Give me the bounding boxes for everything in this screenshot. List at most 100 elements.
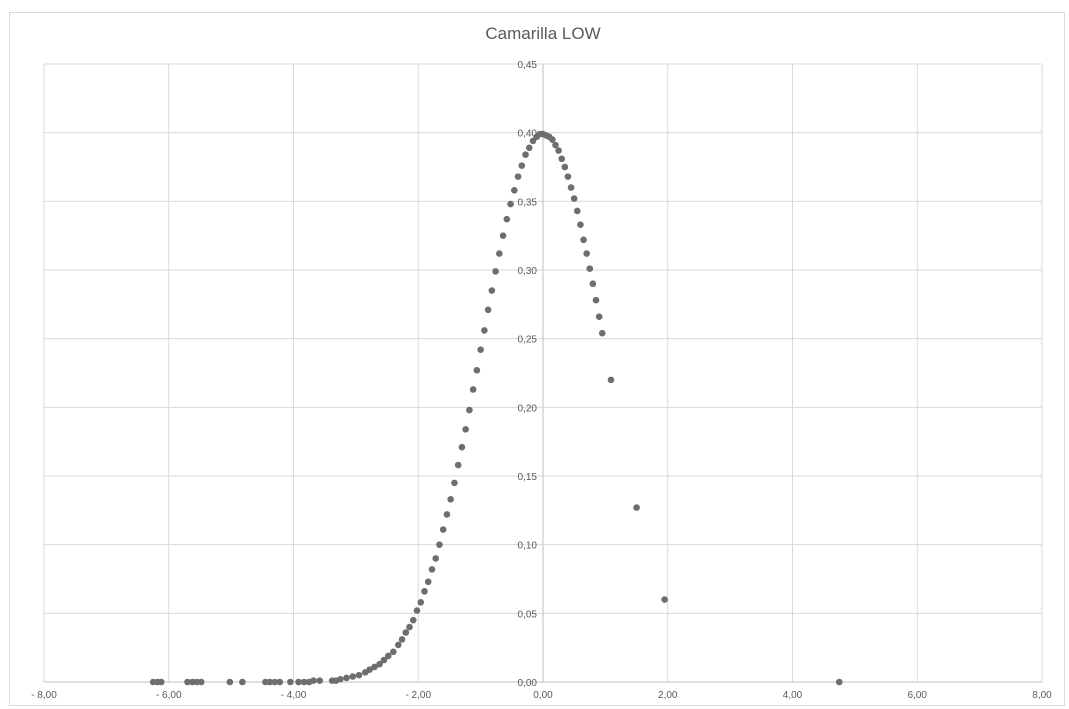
data-point (466, 406, 473, 414)
data-point (454, 461, 462, 469)
data-point (484, 306, 492, 314)
data-point (380, 656, 388, 664)
data-point (271, 678, 279, 686)
x-tick-label: - 6,00 (156, 690, 182, 701)
data-point (555, 147, 562, 154)
y-tick-label: 0,20 (518, 403, 538, 414)
data-point (197, 678, 205, 686)
x-tick-label: 6,00 (908, 690, 928, 701)
data-point (549, 136, 556, 143)
data-point (583, 250, 590, 257)
y-tick-label: 0,05 (518, 609, 538, 620)
data-point (184, 678, 191, 686)
data-point (458, 443, 466, 451)
data-point (417, 599, 425, 606)
data-point (385, 652, 392, 660)
chart-title: Camarilla LOW (485, 24, 600, 43)
y-tick-label: 0,45 (518, 60, 538, 71)
data-point (300, 678, 308, 686)
x-tick-label: 4,00 (783, 690, 803, 701)
data-point (514, 173, 522, 180)
data-point (276, 678, 284, 686)
data-point (592, 296, 600, 304)
y-tick-label: 0,40 (518, 129, 538, 140)
data-point (558, 155, 566, 163)
data-point (492, 268, 499, 275)
data-points (149, 130, 843, 686)
data-point (496, 250, 503, 257)
y-tick-label: 0,35 (518, 197, 538, 208)
data-point (295, 678, 302, 686)
data-point (355, 671, 363, 679)
data-point (561, 163, 569, 171)
data-point (598, 329, 606, 337)
data-point (343, 674, 350, 682)
x-tick-label: - 4,00 (281, 690, 307, 701)
x-tick-label: 8,00 (1032, 690, 1052, 701)
data-point (421, 588, 428, 595)
data-point (574, 207, 581, 215)
data-point (310, 677, 317, 684)
data-point (469, 386, 477, 393)
data-point (580, 236, 587, 244)
data-point (413, 607, 421, 614)
data-point (481, 327, 488, 334)
y-tick-label: 0,30 (518, 266, 538, 277)
data-point (266, 678, 274, 686)
x-tick-label: 2,00 (658, 690, 678, 701)
data-point (239, 678, 246, 686)
data-point (552, 141, 559, 149)
data-point (661, 596, 668, 603)
data-point (287, 678, 294, 686)
data-point (371, 663, 378, 671)
tick-labels: - 8,00 - 6,00 - 4,00 - 2,00 0,00 2,00 4,00 6,00… (31, 60, 1052, 701)
data-point (447, 496, 454, 503)
y-tick-label: 0,15 (518, 472, 538, 483)
data-point (157, 678, 165, 686)
data-point (564, 173, 572, 180)
x-tick-label: 0,00 (533, 690, 553, 701)
gridlines (43, 63, 1043, 683)
data-point (473, 366, 481, 374)
y-tick-label: 0,10 (518, 541, 538, 552)
x-tick-label: - 2,00 (405, 690, 431, 701)
y-tick-label: 0,00 (518, 678, 538, 689)
data-point (451, 479, 458, 487)
data-point (507, 200, 514, 208)
data-point (499, 232, 507, 239)
chart-frame (9, 12, 1065, 706)
data-point (462, 426, 469, 433)
data-point (488, 287, 496, 294)
data-point (336, 675, 344, 683)
data-point (522, 151, 529, 158)
data-point (406, 623, 413, 631)
data-point (376, 660, 383, 668)
data-point (424, 578, 432, 586)
data-point (409, 616, 417, 624)
data-point (398, 636, 406, 643)
data-point (511, 187, 518, 194)
data-point (390, 648, 397, 656)
data-point (428, 566, 436, 573)
data-point (595, 313, 603, 320)
data-point (432, 555, 440, 562)
data-point (316, 677, 323, 684)
data-point (402, 629, 410, 636)
data-point (525, 144, 533, 152)
data-point (394, 641, 402, 649)
data-point (439, 526, 447, 533)
data-point (570, 195, 578, 202)
data-point (633, 504, 640, 511)
y-tick-label: 0,25 (518, 335, 538, 346)
data-point (366, 666, 373, 673)
data-point (226, 678, 234, 686)
data-point (589, 280, 597, 288)
data-point (518, 162, 526, 169)
data-point (586, 265, 594, 272)
data-point (436, 541, 443, 548)
data-point (835, 678, 843, 686)
data-point (567, 184, 575, 191)
data-point (607, 376, 615, 384)
